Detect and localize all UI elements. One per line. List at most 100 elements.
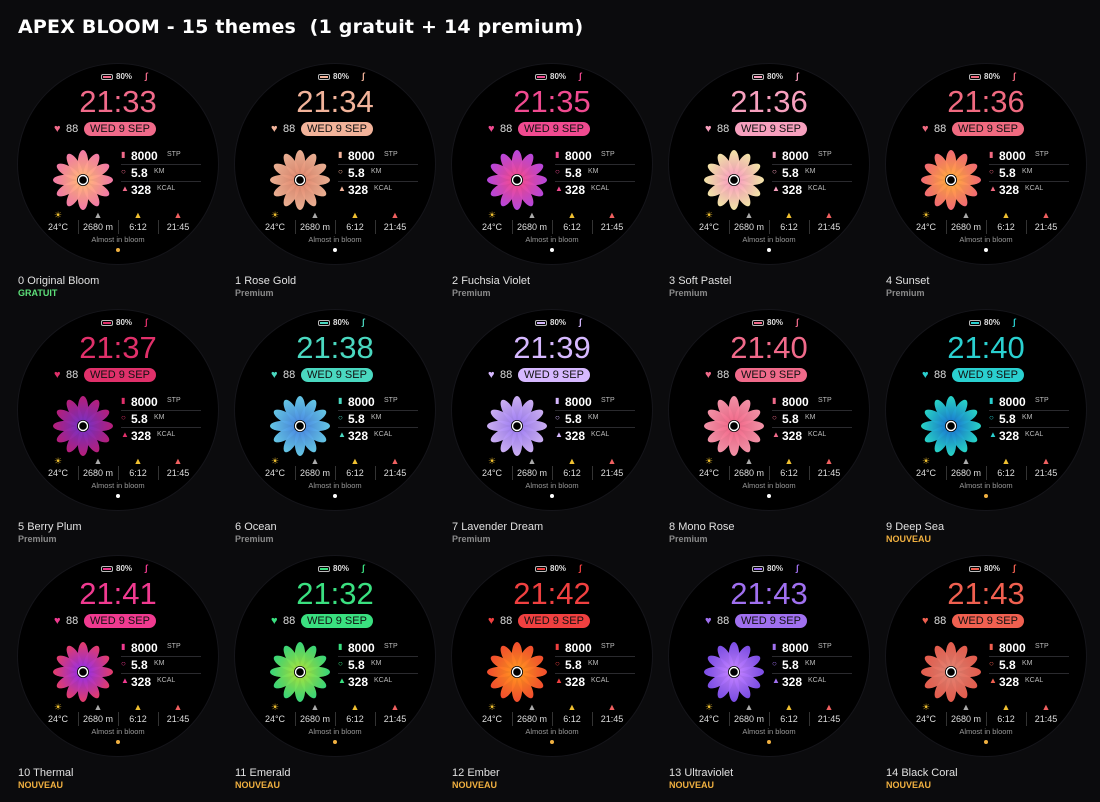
watch-face-preview[interactable]: 80% ∫ 21:38 ♥ 88 WED 9 SEP ▮ 8000 STP ○ 5.8 KM ▲ 328 K… [235, 310, 435, 510]
flower-icon [485, 148, 549, 212]
theme-card[interactable]: 80% ∫ 21:33 ♥ 88 WED 9 SEP ▮ 8000 STP ○ 5.8 KM ▲ 328 K… [18, 64, 235, 310]
sun-icon: ☀ [270, 702, 280, 712]
watch-face-preview[interactable]: 80% ∫ 21:40 ♥ 88 WED 9 SEP ▮ 8000 STP ○ 5.8 KM ▲ 328 K… [669, 310, 869, 510]
steps-stat: ▮ 8000 STP [121, 640, 201, 657]
bottom-complications: ☀ 24°C ▲ 2680 m ▲ 6:12 ▲ 21:45 [689, 702, 849, 728]
bluetooth-icon: ∫ [145, 71, 148, 81]
bottom-complications: ☀ 24°C ▲ 2680 m ▲ 6:12 ▲ 21:45 [689, 210, 849, 236]
calories-value: 328 [348, 675, 369, 689]
distance-unit: KM [588, 660, 599, 667]
sunset-complication: ▲ 21:45 [809, 702, 849, 725]
flower-icon [919, 394, 983, 458]
divider [335, 712, 336, 726]
battery-level: 80% [116, 564, 133, 573]
calories-value: 328 [999, 429, 1020, 443]
divider [335, 220, 336, 234]
theme-card[interactable]: 80% ∫ 21:35 ♥ 88 WED 9 SEP ▮ 8000 STP ○ 5.8 KM ▲ 328 K… [452, 64, 669, 310]
watch-face-preview[interactable]: 80% ∫ 21:39 ♥ 88 WED 9 SEP ▮ 8000 STP ○ 5.8 KM ▲ 328 K… [452, 310, 652, 510]
flower-icon [268, 394, 332, 458]
theme-card[interactable]: 80% ∫ 21:40 ♥ 88 WED 9 SEP ▮ 8000 STP ○ 5.8 KM ▲ 328 K… [669, 310, 886, 556]
sunrise-time: 6:12 [129, 468, 147, 478]
theme-card[interactable]: 80% ∫ 21:39 ♥ 88 WED 9 SEP ▮ 8000 STP ○ 5.8 KM ▲ 328 K… [452, 310, 669, 556]
theme-card[interactable]: 80% ∫ 21:37 ♥ 88 WED 9 SEP ▮ 8000 STP ○ 5.8 KM ▲ 328 K… [18, 310, 235, 556]
theme-label: 7 Lavender Dream [452, 521, 543, 533]
heart-rate: 88 [283, 369, 296, 381]
battery-level: 80% [333, 72, 350, 81]
divider [986, 220, 987, 234]
battery-level: 80% [550, 318, 567, 327]
watch-face-preview[interactable]: 80% ∫ 21:40 ♥ 88 WED 9 SEP ▮ 8000 STP ○ 5.8 KM ▲ 328 K… [886, 310, 1086, 510]
theme-label: 6 Ocean [235, 521, 277, 533]
theme-card[interactable]: 80% ∫ 21:38 ♥ 88 WED 9 SEP ▮ 8000 STP ○ 5.8 KM ▲ 328 K… [235, 310, 452, 556]
theme-name: Original Bloom [27, 275, 100, 287]
battery-icon [969, 566, 981, 572]
calories-value: 328 [999, 183, 1020, 197]
divider [769, 712, 770, 726]
calories-unit: KCAL [374, 185, 393, 192]
watch-face-preview[interactable]: 80% ∫ 21:32 ♥ 88 WED 9 SEP ▮ 8000 STP ○ 5.8 KM ▲ 328 K… [235, 556, 435, 756]
altitude-complication: ▲ 2680 m [946, 702, 986, 725]
heart-icon: ♥ [488, 615, 495, 627]
altitude-complication: ▲ 2680 m [295, 702, 335, 725]
theme-card[interactable]: 80% ∫ 21:32 ♥ 88 WED 9 SEP ▮ 8000 STP ○ 5.8 KM ▲ 328 K… [235, 556, 452, 802]
theme-card[interactable]: 80% ∫ 21:43 ♥ 88 WED 9 SEP ▮ 8000 STP ○ 5.8 KM ▲ 328 K… [886, 556, 1100, 802]
battery-icon [101, 74, 113, 80]
status-bar: 80% ∫ [18, 563, 218, 576]
battery-icon [969, 320, 981, 326]
watch-face-preview[interactable]: 80% ∫ 21:41 ♥ 88 WED 9 SEP ▮ 8000 STP ○ 5.8 KM ▲ 328 K… [18, 556, 218, 756]
bluetooth-icon: ∫ [796, 71, 799, 81]
heart-icon: ♥ [271, 369, 278, 381]
theme-card[interactable]: 80% ∫ 21:42 ♥ 88 WED 9 SEP ▮ 8000 STP ○ 5.8 KM ▲ 328 K… [452, 556, 669, 802]
watch-face-preview[interactable]: 80% ∫ 21:36 ♥ 88 WED 9 SEP ▮ 8000 STP ○ 5.8 KM ▲ 328 K… [669, 64, 869, 264]
steps-unit: STP [384, 643, 398, 650]
clock-time: 21:35 [513, 84, 591, 119]
divider [592, 712, 593, 726]
watch-face-preview[interactable]: 80% ∫ 21:43 ♥ 88 WED 9 SEP ▮ 8000 STP ○ 5.8 KM ▲ 328 K… [669, 556, 869, 756]
flower-icon [51, 394, 115, 458]
steps-icon: ▮ [338, 642, 343, 651]
flower-icon [51, 640, 115, 704]
stats-panel: ▮ 8000 STP ○ 5.8 KM ▲ 328 KCAL [989, 394, 1069, 444]
theme-card[interactable]: 80% ∫ 21:36 ♥ 88 WED 9 SEP ▮ 8000 STP ○ 5.8 KM ▲ 328 K… [886, 64, 1100, 310]
divider [769, 466, 770, 480]
watch-face-preview[interactable]: 80% ∫ 21:42 ♥ 88 WED 9 SEP ▮ 8000 STP ○ 5.8 KM ▲ 328 K… [452, 556, 652, 756]
bluetooth-icon: ∫ [1013, 71, 1016, 81]
battery-icon [535, 320, 547, 326]
distance-value: 5.8 [782, 658, 799, 672]
steps-value: 8000 [782, 395, 809, 409]
temperature: 24°C [915, 468, 937, 478]
sunrise-time: 6:12 [129, 222, 147, 232]
theme-tier-badge: Premium [235, 288, 274, 298]
weather-complication: ☀ 24°C [906, 210, 946, 233]
steps-value: 8000 [348, 641, 375, 655]
theme-card[interactable]: 80% ∫ 21:40 ♥ 88 WED 9 SEP ▮ 8000 STP ○ 5.8 KM ▲ 328 K… [886, 310, 1100, 556]
watch-face-preview[interactable]: 80% ∫ 21:43 ♥ 88 WED 9 SEP ▮ 8000 STP ○ 5.8 KM ▲ 328 K… [886, 556, 1086, 756]
distance-stat: ○ 5.8 KM [555, 165, 635, 182]
theme-card[interactable]: 80% ∫ 21:34 ♥ 88 WED 9 SEP ▮ 8000 STP ○ 5.8 KM ▲ 328 K… [235, 64, 452, 310]
theme-tier-badge: Premium [452, 288, 491, 298]
theme-card[interactable]: 80% ∫ 21:43 ♥ 88 WED 9 SEP ▮ 8000 STP ○ 5.8 KM ▲ 328 K… [669, 556, 886, 802]
status-bar: 80% ∫ [886, 317, 1086, 330]
heart-icon: ♥ [54, 369, 61, 381]
bottom-complications: ☀ 24°C ▲ 2680 m ▲ 6:12 ▲ 21:45 [255, 210, 415, 236]
divider [729, 466, 730, 480]
altitude: 2680 m [733, 222, 765, 232]
watch-face-preview[interactable]: 80% ∫ 21:36 ♥ 88 WED 9 SEP ▮ 8000 STP ○ 5.8 KM ▲ 328 K… [886, 64, 1086, 264]
theme-index: 0 [18, 275, 25, 287]
temperature: 24°C [47, 222, 69, 232]
status-bar: 80% ∫ [886, 71, 1086, 84]
watch-face-preview[interactable]: 80% ∫ 21:35 ♥ 88 WED 9 SEP ▮ 8000 STP ○ 5.8 KM ▲ 328 K… [452, 64, 652, 264]
theme-label: 1 Rose Gold [235, 275, 296, 287]
watch-face-preview[interactable]: 80% ∫ 21:34 ♥ 88 WED 9 SEP ▮ 8000 STP ○ 5.8 KM ▲ 328 K… [235, 64, 435, 264]
heart-icon: ♥ [922, 369, 929, 381]
altitude: 2680 m [950, 714, 982, 724]
location-pin-icon: ○ [772, 167, 777, 176]
theme-card[interactable]: 80% ∫ 21:36 ♥ 88 WED 9 SEP ▮ 8000 STP ○ 5.8 KM ▲ 328 K… [669, 64, 886, 310]
watch-face-preview[interactable]: 80% ∫ 21:37 ♥ 88 WED 9 SEP ▮ 8000 STP ○ 5.8 KM ▲ 328 K… [18, 310, 218, 510]
watch-face-preview[interactable]: 80% ∫ 21:33 ♥ 88 WED 9 SEP ▮ 8000 STP ○ 5.8 KM ▲ 328 K… [18, 64, 218, 264]
calories-value: 328 [565, 429, 586, 443]
theme-card[interactable]: 80% ∫ 21:41 ♥ 88 WED 9 SEP ▮ 8000 STP ○ 5.8 KM ▲ 328 K… [18, 556, 235, 802]
altitude-complication: ▲ 2680 m [295, 456, 335, 479]
heart-icon: ♥ [705, 369, 712, 381]
sunset-complication: ▲ 21:45 [1026, 456, 1066, 479]
